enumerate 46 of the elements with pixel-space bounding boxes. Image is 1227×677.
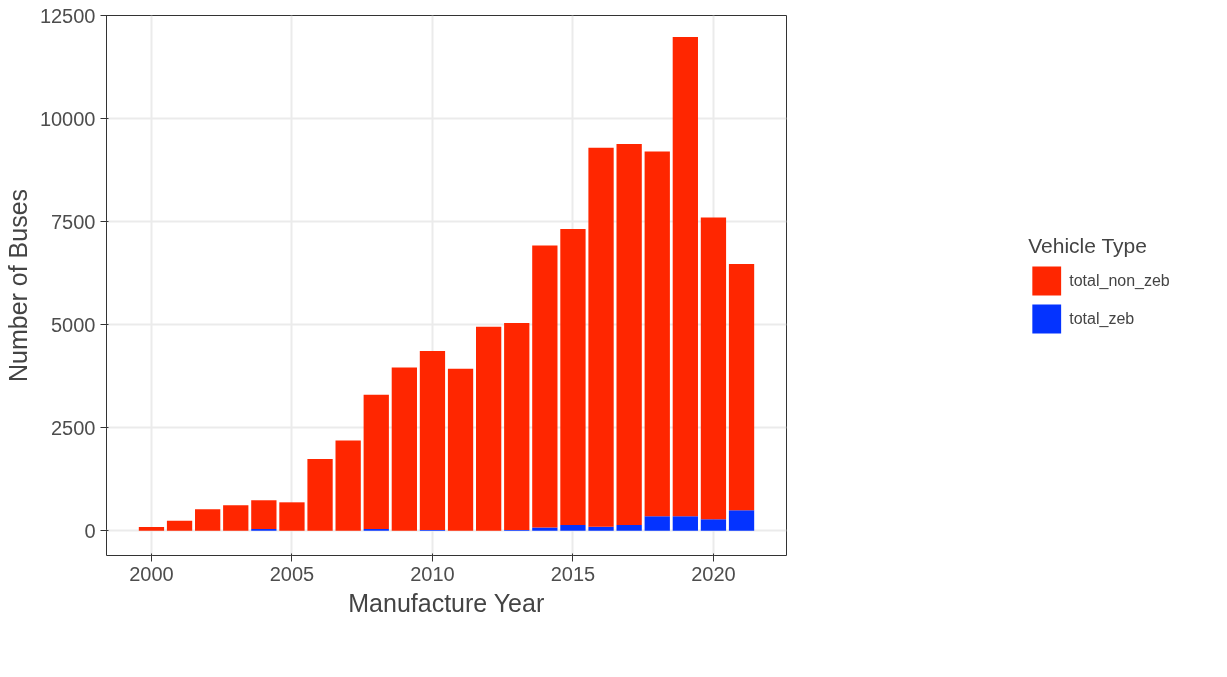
x-tick-label: 2015 <box>550 562 596 585</box>
bar <box>223 505 249 531</box>
bar <box>504 323 530 530</box>
y-tick-label: 7500 <box>51 210 96 233</box>
x-tick-label: 2005 <box>269 562 315 585</box>
bar <box>644 151 670 517</box>
y-tick-label: 0 <box>84 519 96 542</box>
bar <box>728 264 755 511</box>
bar <box>588 147 614 527</box>
bar <box>616 144 642 525</box>
bar <box>251 500 277 530</box>
bar <box>447 368 474 531</box>
x-axis-title: Manufacture Year <box>348 588 545 617</box>
bar <box>532 527 558 531</box>
bar <box>476 326 502 531</box>
bar <box>588 526 614 531</box>
bar <box>138 527 165 531</box>
y-tick-label: 12500 <box>39 4 96 27</box>
bar <box>307 459 333 531</box>
bar <box>672 516 698 531</box>
bar <box>195 509 221 531</box>
bar <box>728 510 755 531</box>
bar <box>532 245 558 528</box>
bar <box>700 217 727 520</box>
bar <box>363 394 389 530</box>
bar <box>335 440 361 531</box>
bar <box>419 351 446 530</box>
legend-label: total_zeb <box>1069 309 1135 328</box>
y-tick-label: 10000 <box>39 107 96 130</box>
legend-label: total_non_zeb <box>1069 271 1170 290</box>
bar <box>560 525 586 531</box>
y-tick-label: 5000 <box>51 313 96 336</box>
bar <box>166 520 193 531</box>
x-tick-label: 2000 <box>129 562 174 585</box>
x-tick-label: 2010 <box>410 562 455 585</box>
legend-title: Vehicle Type <box>1028 233 1148 258</box>
bar <box>279 502 305 531</box>
bar <box>672 36 698 517</box>
bar <box>644 516 670 531</box>
bar <box>700 519 727 531</box>
bar <box>616 525 642 531</box>
y-axis-title: Number of Buses <box>3 188 32 383</box>
bar <box>560 229 586 525</box>
bar <box>391 367 417 531</box>
x-tick-label: 2020 <box>691 562 736 585</box>
y-tick-label: 2500 <box>51 416 96 439</box>
